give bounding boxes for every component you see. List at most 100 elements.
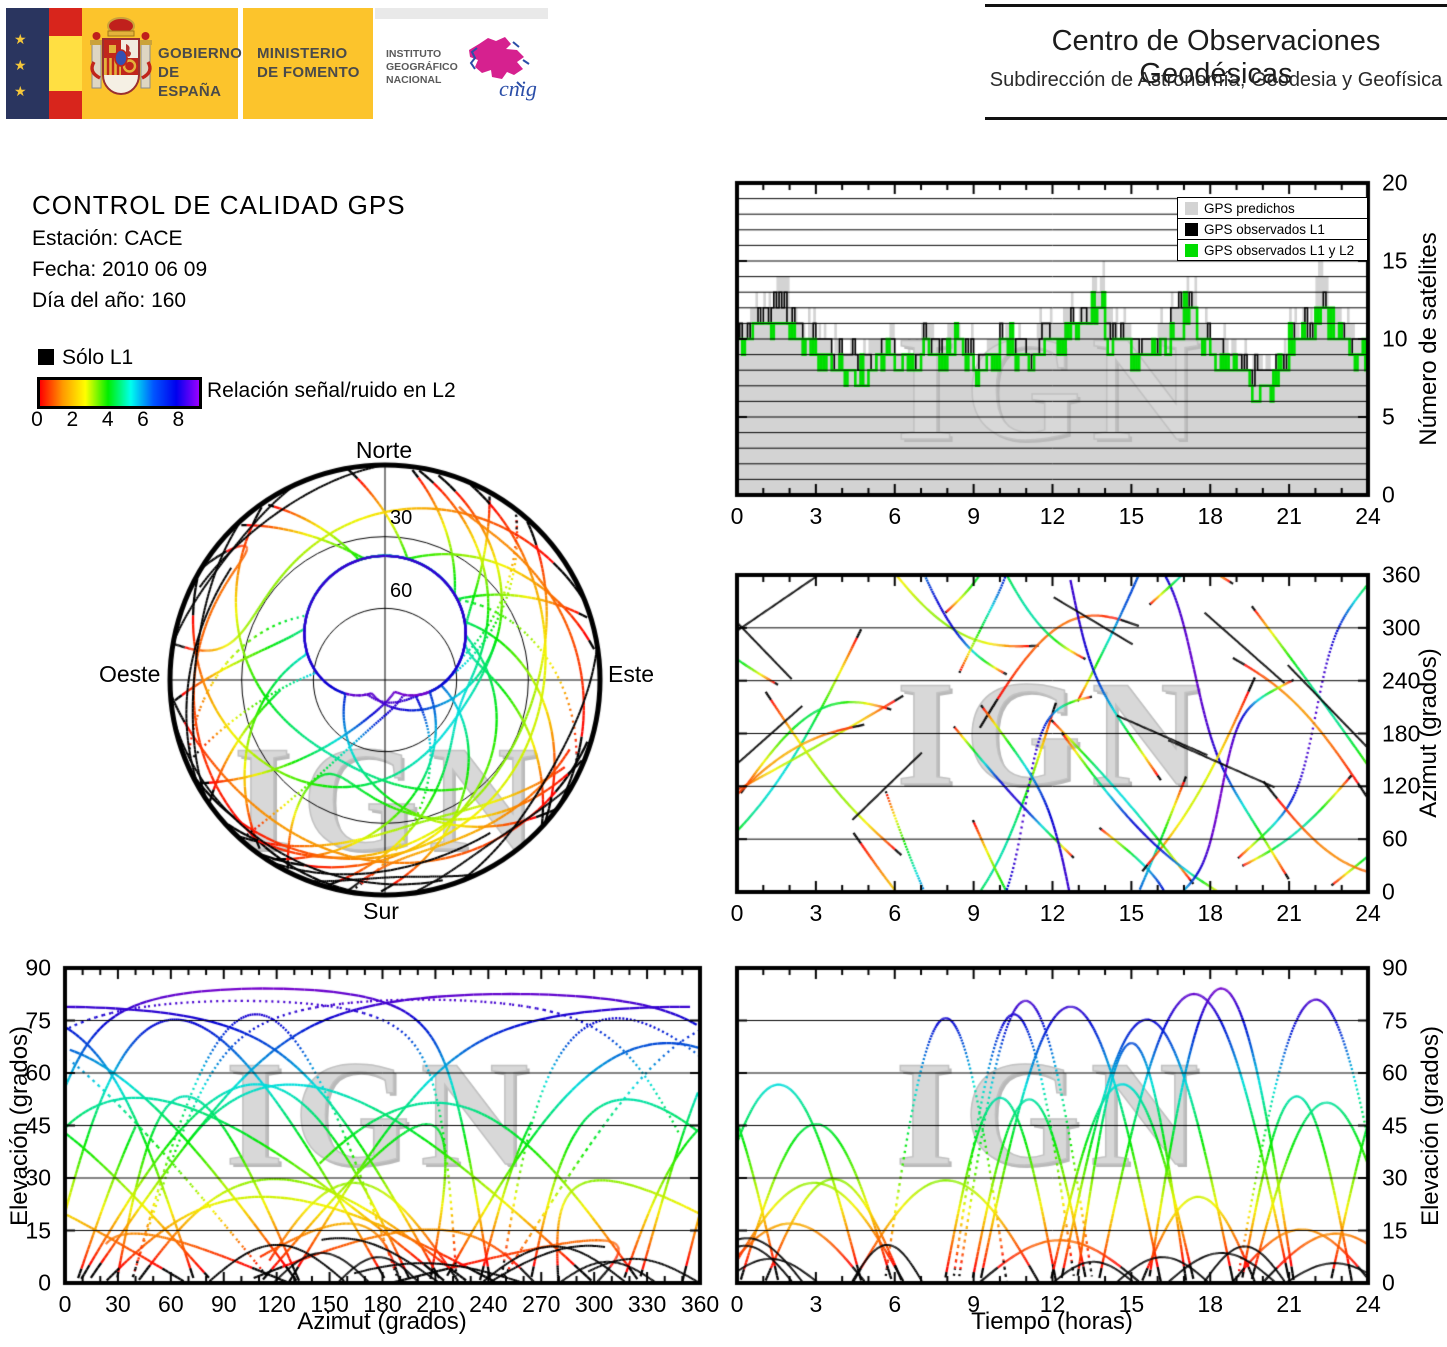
tick-label: 20 — [1382, 169, 1408, 196]
colorbar-tick-label: 0 — [31, 408, 43, 431]
legend-swatch-icon — [1185, 243, 1198, 257]
tick-label: 12 — [1039, 900, 1066, 926]
tick-label: 90 — [1382, 954, 1408, 981]
tick-label: 9 — [967, 503, 981, 529]
tick-label: 0 — [58, 1291, 72, 1317]
tick-label: 18 — [1197, 900, 1224, 926]
skyplot-north-label: Norte — [355, 437, 413, 463]
tick-label: 12 — [1039, 503, 1066, 529]
eu-flag-strip: ★ ★ ★ — [6, 8, 49, 119]
tick-label: 9 — [967, 1291, 981, 1317]
colorbar-tick-label: 2 — [66, 408, 79, 431]
tick-label: 6 — [888, 503, 902, 529]
tick-label: 270 — [522, 1291, 561, 1317]
colorbar-tick-label: 6 — [137, 408, 149, 431]
tick-label: 330 — [627, 1291, 667, 1317]
tick-label: 360 — [1382, 561, 1421, 588]
tick-label: 6 — [888, 900, 902, 926]
header-rule-top — [985, 4, 1447, 7]
day-of-year-label: Día del año: 160 — [32, 289, 187, 312]
legend-row: GPS observados L1 — [1177, 218, 1368, 240]
star-icon: ★ — [14, 57, 27, 73]
tick-label: 21 — [1276, 503, 1302, 529]
tick-label: 120 — [257, 1291, 296, 1317]
tick-label: 3 — [809, 503, 823, 529]
legend-row: GPS predichos — [1177, 197, 1368, 219]
header-rule-bottom — [985, 117, 1447, 120]
tick-label: 240 — [1382, 667, 1421, 694]
cnig-logo-icon: cnig — [469, 37, 537, 101]
elevtime-x-axis-title: Tiempo (horas) — [971, 1308, 1133, 1335]
tick-label: 18 — [1197, 503, 1224, 529]
tick-label: 0 — [1382, 1269, 1395, 1296]
tick-label: 90 — [25, 954, 51, 981]
colorbar-label: Relación señal/ruido en L2 — [207, 379, 456, 402]
star-icon: ★ — [14, 31, 27, 47]
elevazim-x-axis-title: Azimut (grados) — [297, 1308, 467, 1335]
date-label: Fecha: 2010 06 09 — [32, 258, 208, 281]
ministerio-label: MINISTERIO DE FOMENTO — [257, 45, 360, 81]
coat-of-arms-icon — [90, 17, 152, 95]
tick-label: 45 — [1382, 1112, 1408, 1138]
skyplot-south-label: Sur — [363, 898, 399, 924]
tick-label: 0 — [730, 1291, 744, 1317]
tick-label: 45 — [25, 1112, 51, 1138]
tick-label: 21 — [1276, 1291, 1302, 1317]
gray-band — [375, 8, 548, 19]
tick-label: 90 — [210, 1291, 237, 1317]
tick-label: 360 — [680, 1291, 720, 1317]
tick-label: 300 — [1382, 614, 1421, 641]
tick-label: 15 — [1382, 1217, 1408, 1243]
tick-label: 60 — [1382, 825, 1408, 852]
tick-label: 15 — [25, 1217, 51, 1243]
report-title: CONTROL DE CALIDAD GPS — [32, 190, 406, 220]
skyplot-ring-30-label: 30 — [390, 507, 413, 529]
l1-only-label: Sólo L1 — [62, 346, 134, 369]
instituto-label: INSTITUTO GEOGRÁFICO NACIONAL — [386, 48, 458, 86]
tick-label: 60 — [25, 1059, 51, 1086]
tick-label: 21 — [1276, 900, 1302, 926]
elevtime-y-axis-title: Elevación (grados) — [1417, 1025, 1444, 1227]
tick-label: 75 — [25, 1007, 51, 1033]
tick-label: 180 — [1382, 720, 1421, 746]
ign-cnig-logo-box: INSTITUTO GEOGRÁFICO NACIONAL cnig — [375, 8, 548, 119]
spain-flag-yellow — [49, 36, 82, 91]
tick-label: 15 — [1118, 1291, 1145, 1317]
tick-label: 5 — [1382, 403, 1395, 430]
spain-flag-red-top — [49, 8, 82, 36]
skyplot-west-label: Oeste — [99, 661, 161, 687]
tick-label: 30 — [105, 1291, 131, 1317]
tick-label: 18 — [1197, 1291, 1224, 1317]
ministerio-logo-box: MINISTERIO DE FOMENTO — [243, 8, 373, 119]
legend-row: GPS observados L1 y L2 — [1177, 239, 1368, 261]
tick-label: 120 — [1382, 772, 1421, 799]
tick-label: 24 — [1355, 503, 1381, 529]
tick-label: 0 — [38, 1269, 51, 1296]
spain-flag-red-bottom — [49, 91, 82, 119]
satellite-chart-legend: GPS predichos GPS observados L1 GPS observ… — [1177, 197, 1368, 261]
gobierno-logo-box: GOBIERNO DE ESPAÑA — [82, 8, 242, 119]
cnig-script-label: cnig — [499, 76, 537, 101]
legend-label: GPS observados L1 — [1204, 221, 1325, 237]
tick-label: 60 — [1382, 1059, 1408, 1086]
tick-label: 24 — [1355, 900, 1381, 926]
tick-label: 300 — [574, 1291, 614, 1317]
tick-label: 6 — [888, 1291, 902, 1317]
tick-label: 3 — [809, 900, 823, 926]
center-title: Centro de Observaciones Geodésicas — [1051, 25, 1381, 90]
tick-label: 240 — [469, 1291, 508, 1317]
tick-label: 0 — [730, 503, 744, 529]
legend-label: GPS observados L1 y L2 — [1204, 242, 1355, 258]
legend-swatch-icon — [1185, 222, 1198, 236]
tick-label: 12 — [1039, 1291, 1066, 1317]
tick-label: 15 — [1118, 900, 1145, 926]
legend-label: GPS predichos — [1204, 200, 1295, 216]
tick-label: 60 — [158, 1291, 184, 1317]
colorbar-tick-label: 4 — [101, 408, 114, 431]
tick-label: 24 — [1355, 1291, 1381, 1317]
skyplot-ring-60-label: 60 — [390, 580, 413, 602]
satcount-y-axis-title: Número de satélites — [1415, 232, 1442, 446]
tick-label: 3 — [809, 1291, 823, 1317]
tick-label: 15 — [1118, 503, 1145, 529]
